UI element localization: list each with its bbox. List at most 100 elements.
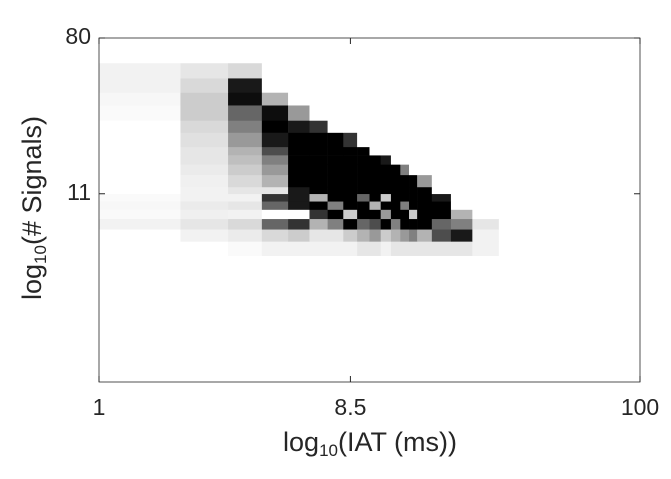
x-label-sub: 10 bbox=[319, 441, 338, 460]
heat-cell bbox=[369, 155, 381, 165]
heat-cell bbox=[228, 218, 263, 230]
heat-cell bbox=[417, 155, 433, 165]
heat-cell bbox=[400, 146, 410, 156]
heat-cell bbox=[400, 201, 410, 210]
heat-cell bbox=[431, 174, 452, 188]
heat-cell bbox=[400, 174, 410, 188]
heat-cell bbox=[261, 201, 289, 210]
heat-cell bbox=[327, 120, 344, 133]
heat-cell bbox=[472, 63, 499, 79]
heat-cell bbox=[288, 132, 310, 148]
heat-cell bbox=[357, 92, 370, 106]
heat-cell bbox=[380, 218, 392, 230]
heat-cell bbox=[369, 105, 381, 121]
heat-cell bbox=[357, 63, 370, 79]
heat-cell bbox=[450, 186, 473, 195]
plot-frame bbox=[98, 37, 641, 383]
heat-cell bbox=[288, 78, 310, 93]
heat-cell bbox=[180, 63, 229, 79]
heat-cell bbox=[288, 63, 310, 79]
heat-cell bbox=[409, 174, 418, 188]
heat-cell bbox=[99, 78, 181, 93]
heat-cell bbox=[99, 92, 181, 106]
heat-cell bbox=[431, 186, 452, 195]
heat-cell bbox=[450, 174, 473, 188]
heat-cell bbox=[369, 63, 381, 79]
heat-cell bbox=[180, 193, 229, 202]
heat-cell bbox=[450, 201, 473, 210]
heat-cell bbox=[417, 78, 433, 93]
heat-cell bbox=[400, 63, 410, 79]
heat-cell bbox=[357, 174, 370, 188]
heat-cell bbox=[357, 146, 370, 156]
heat-cell bbox=[288, 193, 310, 202]
heat-cell bbox=[261, 174, 289, 188]
y-label-rest: (# Signals) bbox=[17, 116, 47, 245]
heat-cell bbox=[431, 229, 452, 242]
heat-cell bbox=[228, 193, 263, 202]
heat-cell bbox=[450, 146, 473, 156]
heat-cell bbox=[309, 105, 328, 121]
heat-cell bbox=[369, 241, 381, 256]
heat-cell bbox=[380, 209, 392, 220]
heat-cell bbox=[261, 193, 289, 202]
heat-cell bbox=[99, 193, 181, 202]
heat-cell bbox=[343, 155, 358, 165]
heat-cell bbox=[409, 105, 418, 121]
heat-cell bbox=[417, 92, 433, 106]
heat-cell bbox=[357, 241, 370, 256]
heat-cell bbox=[450, 241, 473, 256]
heat-cell bbox=[472, 218, 499, 230]
heat-cell bbox=[180, 78, 229, 93]
heat-cell bbox=[409, 218, 418, 230]
heat-cell bbox=[327, 92, 344, 106]
x-tick-label: 100 bbox=[621, 394, 659, 420]
heat-cell bbox=[180, 92, 229, 106]
heat-cell bbox=[261, 132, 289, 148]
heat-cell bbox=[327, 241, 344, 256]
heat-cell bbox=[288, 146, 310, 156]
x-tick-label: 8.5 bbox=[334, 394, 366, 420]
heat-cell bbox=[431, 78, 452, 93]
heat-cell bbox=[357, 155, 370, 165]
heat-cell bbox=[409, 201, 418, 210]
heat-cell bbox=[390, 174, 401, 188]
heat-cell bbox=[343, 229, 358, 242]
heat-cell bbox=[431, 155, 452, 165]
heat-cell bbox=[309, 78, 328, 93]
heat-cell bbox=[343, 174, 358, 188]
heat-cell bbox=[288, 174, 310, 188]
heat-cell bbox=[450, 132, 473, 148]
heat-cell bbox=[327, 63, 344, 79]
heat-cell bbox=[369, 201, 381, 210]
heat-cell bbox=[472, 105, 499, 121]
y-tick-label: 11 bbox=[67, 179, 91, 205]
heat-cell bbox=[417, 229, 433, 242]
heat-cell bbox=[228, 63, 263, 79]
heat-cell bbox=[327, 193, 344, 202]
heat-cell bbox=[99, 155, 181, 165]
heat-cell bbox=[417, 193, 433, 202]
heat-cell bbox=[380, 193, 392, 202]
heat-cell bbox=[369, 174, 381, 188]
heat-cell bbox=[99, 201, 181, 210]
heat-cell bbox=[309, 120, 328, 133]
heat-cell bbox=[261, 209, 289, 220]
heat-cell bbox=[390, 146, 401, 156]
heat-cell bbox=[261, 241, 289, 256]
heat-cell bbox=[400, 105, 410, 121]
y-label-sub: 10 bbox=[31, 245, 50, 264]
heat-cell bbox=[431, 218, 452, 230]
heat-cell bbox=[417, 241, 433, 256]
heat-cell bbox=[288, 241, 310, 256]
heat-cell bbox=[357, 105, 370, 121]
heat-cell bbox=[228, 164, 263, 176]
heat-cell bbox=[309, 155, 328, 165]
heat-cell bbox=[309, 146, 328, 156]
heat-cell bbox=[357, 186, 370, 195]
heat-cell bbox=[380, 78, 392, 93]
heat-cell bbox=[99, 186, 181, 195]
heat-cell bbox=[400, 229, 410, 242]
heat-cell bbox=[288, 229, 310, 242]
heat-cell bbox=[99, 229, 181, 242]
